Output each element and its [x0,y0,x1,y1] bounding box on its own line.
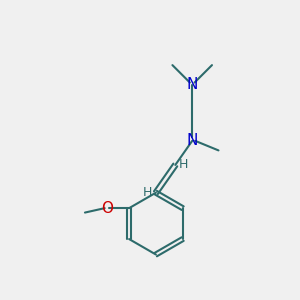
Text: H: H [179,158,188,172]
Text: N: N [187,133,198,148]
Text: N: N [187,77,198,92]
Text: O: O [101,201,113,216]
Text: H: H [143,186,152,199]
